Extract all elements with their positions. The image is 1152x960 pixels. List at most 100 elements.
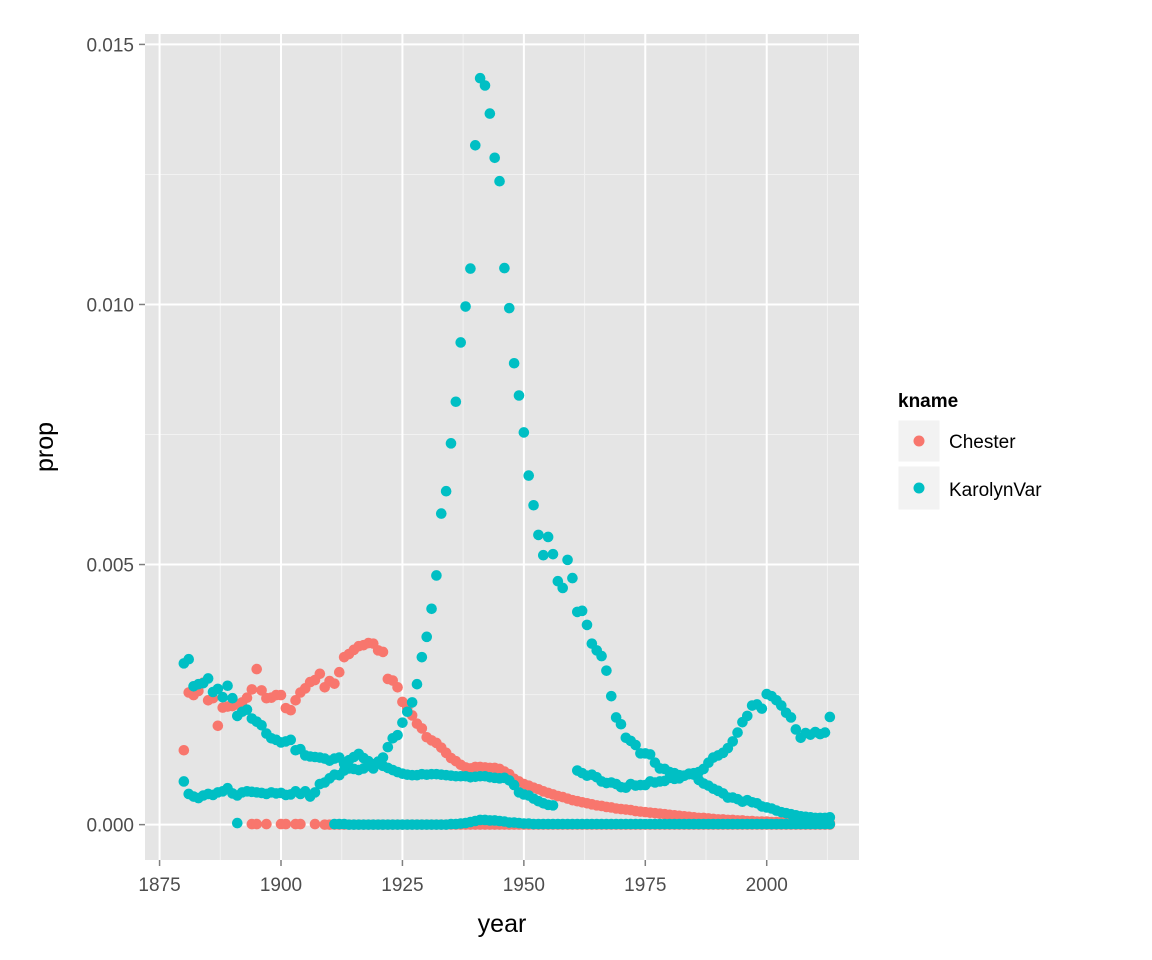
point-karolynvar <box>824 818 836 830</box>
point-chester <box>212 720 224 732</box>
point-chester <box>295 818 306 830</box>
y-tick-label: 0.005 <box>86 556 134 577</box>
point-karolynvar <box>785 712 797 723</box>
point-karolynvar <box>382 741 394 753</box>
point-karolynvar <box>503 302 515 314</box>
point-karolynvar <box>484 108 496 119</box>
legend-title: kname <box>898 391 958 412</box>
point-karolynvar <box>406 697 418 708</box>
point-karolynvar <box>431 570 442 581</box>
point-karolynvar <box>445 438 457 449</box>
point-karolynvar <box>644 749 656 760</box>
point-chester <box>275 689 287 701</box>
point-karolynvar <box>727 736 739 747</box>
point-karolynvar <box>528 499 539 511</box>
point-karolynvar <box>499 262 510 274</box>
point-karolynvar <box>542 531 554 543</box>
point-karolynvar <box>309 787 321 798</box>
point-karolynvar <box>426 603 437 615</box>
point-karolynvar <box>741 710 753 722</box>
x-axis-title: year <box>478 910 527 938</box>
legend-item-chester: Chester <box>897 419 1016 463</box>
point-karolynvar <box>202 673 214 684</box>
legend-label-karolynvar: KarolynVar <box>949 480 1042 501</box>
point-karolynvar <box>440 485 452 497</box>
series-karolynvar <box>178 72 836 830</box>
point-chester <box>329 678 340 689</box>
point-karolynvar <box>377 752 389 763</box>
point-karolynvar <box>732 727 743 738</box>
x-tick-labels: 1875 1900 1925 1950 1975 2000 <box>138 875 787 896</box>
legend-label-chester: Chester <box>949 432 1016 453</box>
point-karolynvar <box>469 140 481 151</box>
point-karolynvar <box>222 680 233 692</box>
legend-key-karolynvar <box>913 482 925 494</box>
x-tick-label: 1900 <box>260 875 302 896</box>
point-karolynvar <box>756 703 768 714</box>
point-karolynvar <box>630 739 641 751</box>
point-karolynvar <box>557 582 569 594</box>
point-karolynvar <box>465 263 476 274</box>
point-karolynvar <box>285 734 297 746</box>
point-karolynvar <box>489 152 501 164</box>
point-chester <box>251 818 263 830</box>
point-karolynvar <box>547 800 559 811</box>
point-karolynvar <box>178 776 190 787</box>
point-karolynvar <box>819 727 831 738</box>
point-karolynvar <box>421 631 433 643</box>
point-karolynvar <box>479 80 491 91</box>
point-chester <box>377 646 389 658</box>
point-karolynvar <box>508 357 520 369</box>
y-tick-label: 0.010 <box>86 295 134 316</box>
point-chester <box>285 704 297 716</box>
point-karolynvar <box>455 337 467 348</box>
x-tick-label: 2000 <box>746 875 788 896</box>
point-karolynvar <box>401 706 413 718</box>
point-karolynvar <box>567 572 578 584</box>
point-chester <box>261 818 272 830</box>
legend: kname Chester KarolynVar <box>897 391 1042 511</box>
point-chester <box>314 668 326 680</box>
point-karolynvar <box>615 718 627 730</box>
point-chester <box>280 818 292 830</box>
point-chester <box>333 666 345 678</box>
major-grid <box>145 34 859 860</box>
point-karolynvar <box>605 690 617 702</box>
point-karolynvar <box>523 470 535 481</box>
x-tick-label: 1950 <box>503 875 545 896</box>
point-karolynvar <box>183 653 195 665</box>
point-karolynvar <box>460 301 471 312</box>
data-points <box>178 72 836 830</box>
x-tick-label: 1975 <box>624 875 666 896</box>
legend-key-chester <box>913 435 925 447</box>
point-karolynvar <box>513 390 525 401</box>
point-karolynvar <box>601 665 612 676</box>
point-karolynvar <box>217 691 229 703</box>
x-tick-label: 1875 <box>138 875 180 896</box>
y-tick-label: 0.000 <box>86 816 134 837</box>
point-karolynvar <box>547 548 559 560</box>
point-karolynvar <box>537 549 549 561</box>
point-chester <box>251 663 263 675</box>
point-chester <box>256 685 267 696</box>
point-karolynvar <box>824 711 836 723</box>
point-karolynvar <box>416 651 428 663</box>
point-karolynvar <box>241 704 253 715</box>
point-karolynvar <box>581 619 593 631</box>
axis-ticks <box>139 43 768 866</box>
point-karolynvar <box>450 396 462 408</box>
point-karolynvar <box>231 817 243 829</box>
point-chester <box>290 695 301 706</box>
y-tick-label: 0.015 <box>86 35 134 56</box>
point-karolynvar <box>227 692 238 704</box>
y-axis-title: prop <box>31 422 59 472</box>
point-karolynvar <box>518 427 530 438</box>
point-karolynvar <box>397 717 408 728</box>
point-chester <box>309 818 321 830</box>
point-chester <box>241 692 253 704</box>
plot-panel <box>145 34 859 860</box>
point-karolynvar <box>562 554 573 566</box>
point-karolynvar <box>596 650 607 662</box>
x-tick-label: 1925 <box>381 875 423 896</box>
